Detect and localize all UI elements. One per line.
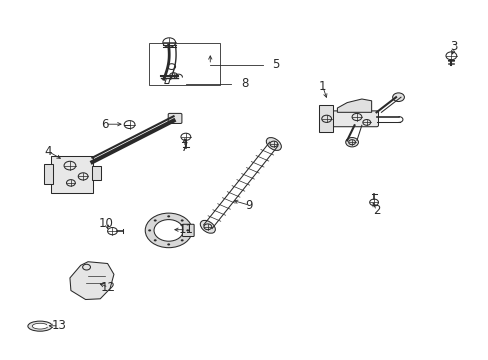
FancyBboxPatch shape xyxy=(320,111,378,127)
Circle shape xyxy=(345,138,358,147)
Circle shape xyxy=(153,239,156,242)
Text: 12: 12 xyxy=(101,281,116,294)
Text: 9: 9 xyxy=(245,199,253,212)
Polygon shape xyxy=(337,99,371,112)
Circle shape xyxy=(153,219,156,221)
FancyBboxPatch shape xyxy=(168,113,182,123)
Text: 1: 1 xyxy=(318,80,326,93)
Circle shape xyxy=(154,220,183,241)
FancyBboxPatch shape xyxy=(182,224,194,237)
Text: 6: 6 xyxy=(101,118,109,131)
Text: 3: 3 xyxy=(449,40,457,53)
Text: 10: 10 xyxy=(99,217,114,230)
FancyBboxPatch shape xyxy=(319,105,333,132)
Circle shape xyxy=(181,239,183,242)
Text: 7: 7 xyxy=(181,141,188,154)
Polygon shape xyxy=(70,262,114,300)
Ellipse shape xyxy=(32,323,48,329)
Text: 13: 13 xyxy=(51,319,66,332)
Text: 11: 11 xyxy=(178,223,193,236)
Circle shape xyxy=(392,93,404,102)
Ellipse shape xyxy=(266,138,281,150)
FancyBboxPatch shape xyxy=(51,156,93,193)
Circle shape xyxy=(186,229,189,231)
Bar xyxy=(92,166,101,180)
Ellipse shape xyxy=(28,321,52,331)
Circle shape xyxy=(148,229,151,231)
Text: 4: 4 xyxy=(44,145,52,158)
Bar xyxy=(43,164,53,184)
Circle shape xyxy=(145,213,192,248)
Circle shape xyxy=(167,215,170,217)
Circle shape xyxy=(181,219,183,221)
Ellipse shape xyxy=(200,220,215,233)
Text: 8: 8 xyxy=(240,77,248,90)
Bar xyxy=(149,43,220,85)
Circle shape xyxy=(167,243,170,246)
Text: 5: 5 xyxy=(272,58,280,71)
Text: 2: 2 xyxy=(372,204,380,217)
